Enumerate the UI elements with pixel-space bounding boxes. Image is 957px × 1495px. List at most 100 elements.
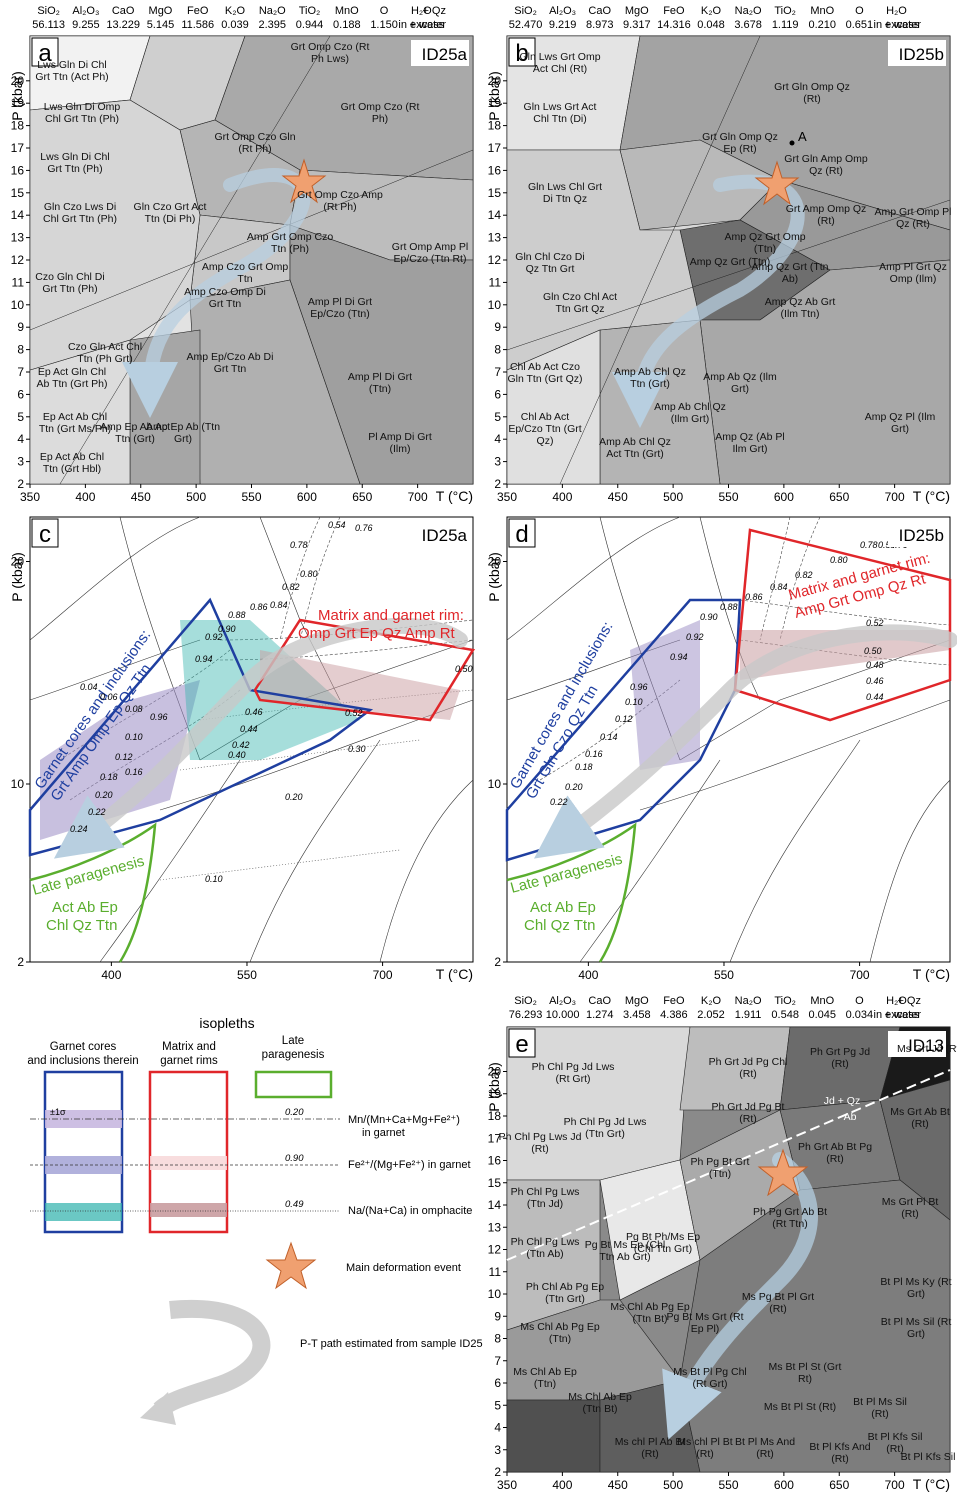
panel-letter: a [38,40,52,67]
stability-field-label: Amp Qz Grt (Ttn Ab) [751,261,828,285]
isopleth-value: 0.22 [88,807,106,817]
stability-field-label: Amp Ep Ab Act Ttn (Grt) [100,421,170,445]
isopleth-value: 0.76 [355,523,373,533]
y-tick-label: 2 [17,955,24,969]
stability-field-label: Amp Ab Chl Qz Act Ttn (Grt) [599,436,671,460]
stability-field-label: Amp Ep/Czo Ab Di Grt Ttn [187,351,274,375]
oxide-value: 5.145 [147,19,175,31]
stability-field-label: Grt Omp Czo Amp (Rt Ph) [297,189,383,213]
y-tick-label: 19 [488,96,502,110]
oxide-name: CaO [588,995,611,1007]
stability-field-label: Amp Qz Grt Omp (Ttn) [724,231,805,255]
stability-field-label: Bt Pl Ms Sil (Rt) [853,1396,907,1420]
isopleth-value: 0.14 [600,732,618,742]
stability-field-label: Lws Gln Di Omp Chl Grt Ttn (Ph) [44,101,121,125]
y-tick-label: 2 [494,955,501,969]
oxide-name: SiO₂ [514,5,537,17]
sample-id: ID25a [422,45,468,64]
panel-letter: c [39,521,51,548]
stability-field-label: Grt Gln Omp Qz (Rt) [774,81,850,105]
oxide-name: TiO₂ [774,5,796,17]
stability-field-label: Grt Gln Omp Qz Ep (Rt) [702,131,778,155]
x-tick-label: 500 [186,490,206,504]
isopleth-value: 0.16 [125,767,143,777]
x-tick-label: 700 [373,968,393,982]
late-assemblage-2: Chl Qz Ttn [46,917,117,934]
y-tick-label: 20 [488,1065,502,1079]
stability-field-label: Ph Chl Pg Jd Lws (Rt Grt) [532,1061,615,1085]
oxide-name: SiO₂ [514,995,537,1007]
oxide-value: 3.678 [734,19,762,31]
isopleth-value: 0.80 [830,555,848,565]
y-tick-label: 9 [17,320,24,334]
legend-row-3-label: Na/(Na+Ca) in omphacite [348,1205,472,1217]
isopleth-value: 0.24 [70,824,88,834]
oxide-name: K₂O [701,995,722,1007]
oxide-value: 10.000 [546,1009,580,1021]
oxide-name: MgO [625,995,649,1007]
oxide-value: 0.188 [333,19,361,31]
legend-star-label: Main deformation event [346,1262,461,1274]
stability-field-label: Ph Grt Ab Bt Pg (Rt) [798,1141,872,1165]
x-tick-label: 500 [663,1478,683,1492]
stability-field-label: Ms Pg Bt Pl Grt (Rt) [742,1291,814,1315]
stability-field-label: Amp Pl Di Grt Ep/Czo (Ttn) [308,296,372,320]
late-assemblage-2: Chl Qz Ttn [524,917,595,934]
oxide-name: MnO [810,5,834,17]
stability-field-label: Grt Omp Czo (Rt Ph) [341,101,420,125]
stability-field-label: Ms Grt Ab Bt (Rt) [890,1106,950,1130]
oxide-name: TiO₂ [299,5,321,17]
y-axis-label: P (kbar) [486,71,502,121]
axes-e: 350 400 450 500 550 600 650 700 2 3 4 5 6 7 8 9 10 11 12 13… [486,1028,950,1492]
y-tick-label: 6 [494,1376,501,1390]
sample-id: ID25b [899,526,944,545]
y-tick-label: 3 [494,455,501,469]
y-tick-label: 4 [494,1421,501,1435]
stability-field-label: Amp Qz Ab Grt (Ilm Ttn) [765,296,836,320]
stability-field-label: Ms Grt Jd (Rt) [897,1043,957,1055]
oxide-value: 0.548 [771,1009,799,1021]
stability-field-label: Amp Grt Omp Czo Ttn (Ph) [247,231,334,255]
stability-field-label: Amp Czo Grt Omp Ttn [202,261,289,285]
oxide-value: 9.317 [623,19,651,31]
legend-row-3-value: 0.49 [285,1199,304,1210]
stability-field-label: Ph Chl Pg Jd Lws (Ttn Grt) [564,1116,647,1140]
y-tick-label: 16 [488,163,502,177]
y-tick-label: 8 [17,343,24,357]
isopleth-value: 0.80 [300,569,318,579]
oxide-name: Al₂O₃ [72,5,99,17]
y-tick-label: 15 [488,1176,502,1190]
stability-field-label: Ph Chl Pg Lws (Ttn Ab) [511,1236,580,1260]
oxide-value: 1.274 [586,1009,614,1021]
stability-field-label: Amp Ab Chl Qz (Ilm Grt) [654,401,726,425]
stability-field-label: Ms chl Pl Ab Bt (Rt) [615,1436,686,1460]
legend-col-late-1: Late [282,1035,304,1047]
y-tick-label: 19 [11,96,25,110]
late-field-outline [506,822,637,963]
y-tick-label: 20 [11,74,25,88]
garnet-field-outline [28,597,374,857]
y-tick-label: 12 [488,1243,502,1257]
stability-field-label: Ms Bt Pl St (Rt) [764,1401,836,1413]
oxide-value: 9.255 [72,19,100,31]
oxide-value: 0.651 [846,19,874,31]
oxide-name: FeO [663,995,685,1007]
isopleth-value: 0.54 [328,520,346,530]
oxide-name: CaO [588,5,611,17]
x-tick-label: 400 [578,968,598,982]
x-tick-label: 450 [608,490,628,504]
fields-a: Lws Gln Di Chl Grt Ttn (Act Ph) Lws Gln Di… [35,41,468,475]
point-a-marker [789,140,795,146]
composition-header-a: SiO₂ 56.113 Al₂O₃ 9.255 CaO 13.229 MgO 5.145 FeO… [32,5,446,31]
y-axis-label: P (kbar) [486,1062,502,1112]
x-tick-label: 650 [829,490,849,504]
oxide-value: 0.045 [809,1009,837,1021]
stability-field-label: Ph Pg Grt Ab Bt (Rt Ttn) [753,1206,827,1230]
stability-field-label: Ms Bt Pl Pg Chl (Rt Grt) [673,1366,747,1390]
y-tick-label: 9 [494,320,501,334]
stability-field-label: Bt Pl Kfs Sil [901,1451,956,1463]
isopleth-value: 0.84 [270,600,288,610]
stability-field-label: Amp Ab Qz (Ilm Grt) [703,371,777,395]
stability-field-label: Grt Omp Czo Gln (Rt Ph) [214,131,295,155]
stability-field-label: Amp Ep Ab (Ttn Grt) [146,421,220,445]
